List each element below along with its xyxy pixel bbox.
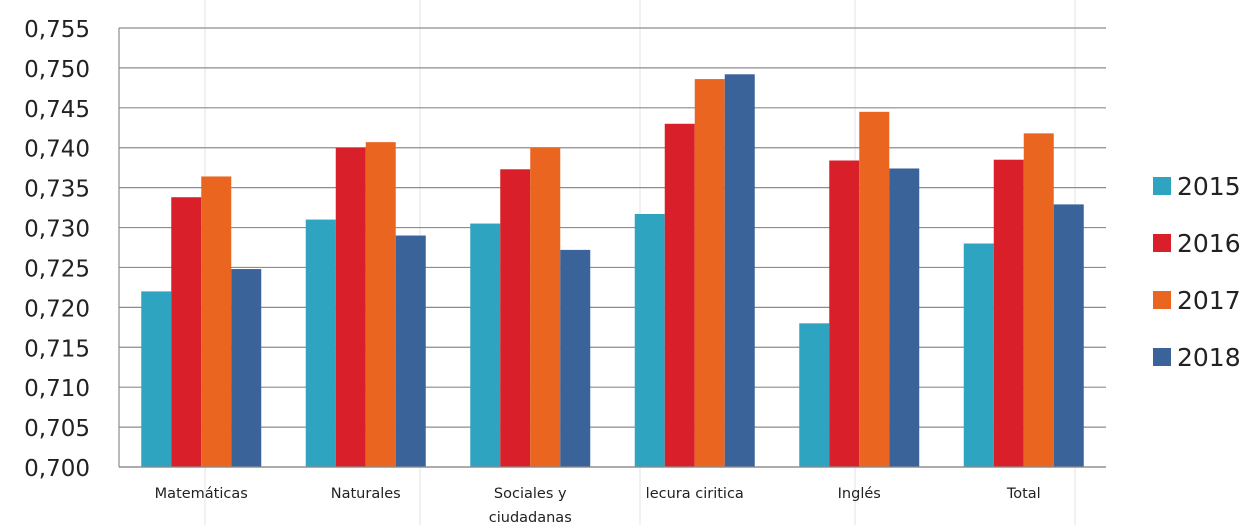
y-tick-label: 0,730 <box>24 217 90 243</box>
legend-swatch-2016 <box>1153 234 1171 252</box>
y-tick-label: 0,720 <box>24 296 90 322</box>
legend-label: 2018 <box>1177 343 1241 372</box>
bar-2015-3 <box>634 213 665 467</box>
bar-2017-1 <box>365 142 396 467</box>
bar-2016-3 <box>664 123 695 468</box>
bar-2015-0 <box>141 291 172 467</box>
bars-layer <box>141 74 1084 468</box>
legend-label: 2017 <box>1177 286 1241 315</box>
legend-swatch-2015 <box>1153 177 1171 195</box>
bar-2016-4 <box>829 160 860 468</box>
y-tick-label: 0,755 <box>24 17 90 43</box>
legend: 2015 2016 2017 2018 <box>1153 172 1241 372</box>
bar-2016-0 <box>171 197 202 467</box>
bar-2015-1 <box>305 219 336 467</box>
bar-2017-4 <box>859 111 890 468</box>
bar-2018-0 <box>231 269 262 467</box>
y-tick-label: 0,740 <box>24 137 90 163</box>
bar-2015-5 <box>963 243 994 467</box>
x-tick-label: lecura ciritica <box>646 486 744 502</box>
bar-2017-3 <box>694 79 725 468</box>
y-tick-label: 0,705 <box>24 416 90 442</box>
legend-label: 2015 <box>1177 172 1241 201</box>
bar-2017-5 <box>1023 133 1054 468</box>
x-tick-label: Matemáticas <box>155 486 248 502</box>
grid-layer <box>119 0 1106 525</box>
y-tick-label: 0,700 <box>24 456 90 482</box>
bar-2018-3 <box>724 74 755 467</box>
x-tick-label: ciudadanas <box>489 510 572 525</box>
x-tick-label: Inglés <box>838 486 881 502</box>
y-tick-label: 0,745 <box>24 97 90 123</box>
y-tick-label: 0,750 <box>24 57 90 83</box>
bar-2016-2 <box>500 169 531 467</box>
y-tick-label: 0,735 <box>24 177 90 203</box>
bar-2018-1 <box>395 235 426 467</box>
bar-2018-4 <box>889 168 920 468</box>
x-tick-label: Naturales <box>331 486 401 502</box>
legend-swatch-2018 <box>1153 348 1171 366</box>
bar-2016-5 <box>993 159 1024 467</box>
bar-2015-4 <box>799 323 830 467</box>
bar-2017-0 <box>201 176 232 467</box>
y-tick-label: 0,710 <box>24 376 90 402</box>
legend-swatch-2017 <box>1153 291 1171 309</box>
bar-2018-5 <box>1053 204 1084 467</box>
y-tick-label: 0,725 <box>24 256 90 282</box>
y-tick-label: 0,715 <box>24 336 90 362</box>
x-tick-label: Sociales y <box>494 486 567 502</box>
bar-2016-1 <box>335 147 366 467</box>
bar-2017-2 <box>530 147 561 467</box>
bar-2015-2 <box>470 223 501 467</box>
legend-label: 2016 <box>1177 229 1241 258</box>
axis-layer: 0,700 0,705 0,710 0,715 0,720 0,725 0,730 0,735… <box>24 17 1106 526</box>
x-tick-label: Total <box>1006 486 1041 502</box>
bar-2018-2 <box>560 249 591 467</box>
